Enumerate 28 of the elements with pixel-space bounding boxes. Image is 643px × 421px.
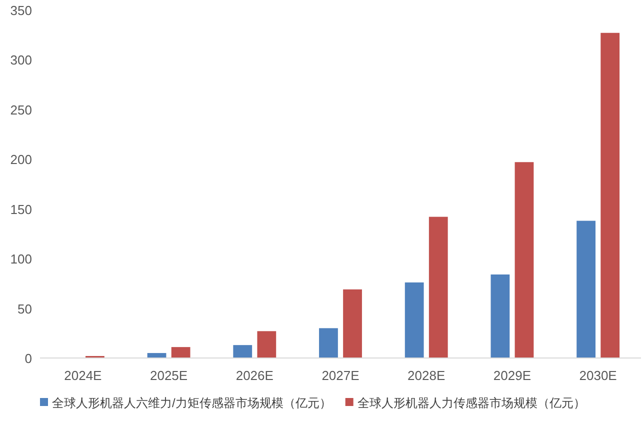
bar — [514, 162, 534, 358]
legend-label: 全球人形机器人力传感器市场规模（亿元） — [357, 396, 586, 410]
y-tick-label: 50 — [18, 301, 32, 316]
bar — [233, 345, 252, 358]
x-tick-label: 2028E — [408, 368, 446, 383]
x-tick-label: 2030E — [579, 368, 618, 383]
x-tick-label: 2029E — [493, 368, 532, 383]
bar — [576, 220, 596, 358]
x-tick-label: 2025E — [150, 368, 188, 383]
y-tick-label: 200 — [10, 152, 32, 168]
y-tick-label: 300 — [10, 52, 32, 68]
x-tick-label: 2026E — [236, 368, 274, 383]
x-tick-label: 2027E — [322, 368, 360, 383]
y-tick-label: 150 — [10, 202, 32, 217]
bar — [600, 32, 620, 358]
x-tick-label: 2024E — [64, 368, 102, 383]
bar — [404, 282, 424, 358]
y-tick-label: 100 — [10, 252, 32, 267]
y-tick-label: 250 — [10, 102, 32, 118]
y-tick-label: 0 — [24, 351, 32, 366]
bar — [257, 331, 276, 358]
bar — [171, 347, 190, 358]
bar — [319, 328, 338, 358]
bar — [490, 274, 510, 358]
bar — [343, 289, 362, 358]
y-tick-label: 350 — [10, 3, 32, 18]
bar — [428, 216, 448, 358]
legend-label: 全球人形机器人六维力/力矩传感器市场规模（亿元） — [52, 396, 332, 410]
